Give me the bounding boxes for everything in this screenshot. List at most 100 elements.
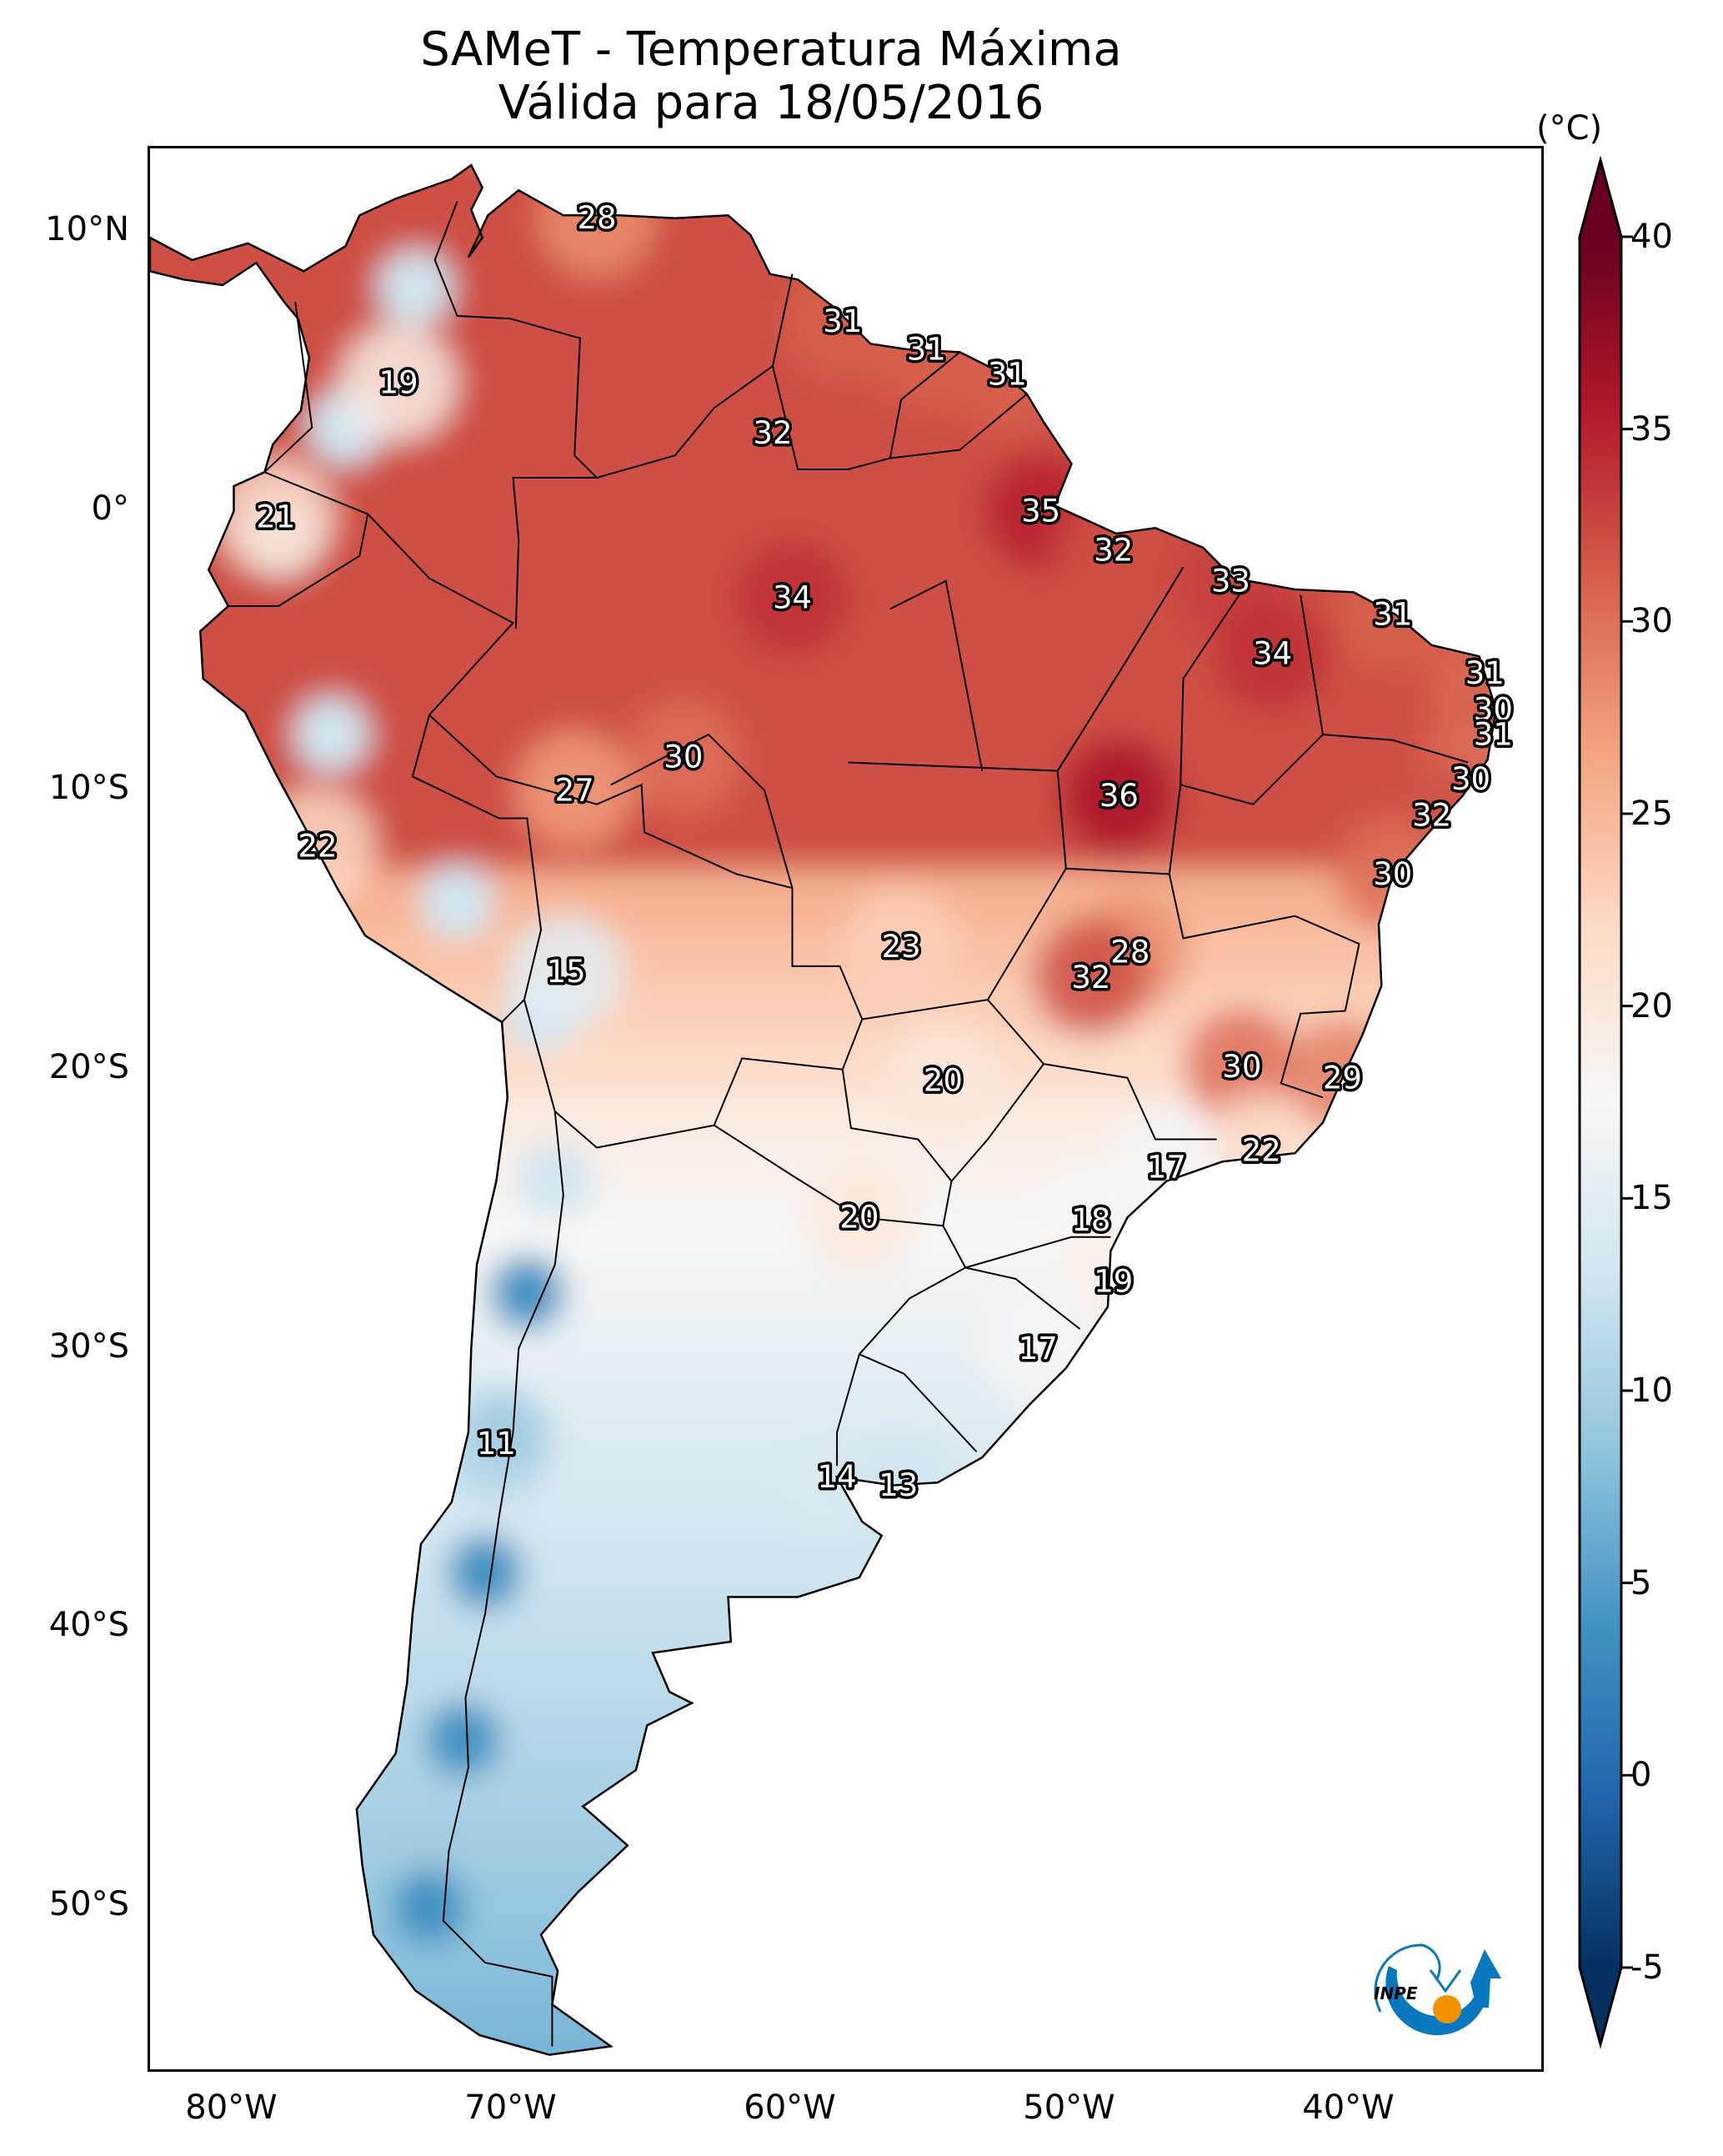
city-value-label: 22 — [1242, 1132, 1281, 1168]
city-value-label: 34 — [773, 580, 812, 616]
map-plot-area: 28 19 21 31 31 31 32 35 32 33 34 31 34 31 30 31 30 32 30 36… — [148, 146, 1544, 2072]
field-band — [150, 646, 1496, 711]
city-value-label: 33 — [1211, 563, 1250, 599]
lat-tick-label: 20°S — [48, 1047, 129, 1086]
field-blob — [489, 1255, 565, 1331]
city-value-label: 31 — [988, 357, 1027, 393]
field-blob — [448, 1534, 523, 1610]
coastline — [150, 163, 1497, 2056]
colorbar-tick-label: 5 — [1630, 1563, 1652, 1602]
border-line — [610, 733, 794, 889]
map-subtitle: Válida para 18/05/2016 — [498, 76, 1044, 130]
field-blob — [1214, 594, 1331, 712]
city-value-label: 30 — [1222, 1049, 1261, 1085]
lat-tick-label: 10°S — [48, 769, 129, 807]
city-value-label: 31 — [1465, 655, 1505, 691]
field-band — [150, 870, 1496, 935]
field-blob — [516, 732, 634, 849]
field-blob — [378, 250, 453, 326]
field-blob — [843, 888, 960, 1005]
city-value-label: 35 — [1021, 494, 1060, 529]
border-line — [523, 999, 843, 1149]
city-value-label: 31 — [907, 332, 946, 368]
lat-tick-label: 40°S — [48, 1606, 129, 1645]
logo-swirl-icon — [1385, 1966, 1490, 2036]
border-line — [986, 785, 1217, 1141]
border-line — [950, 1063, 1044, 1182]
field-blob — [425, 1702, 501, 1777]
field-blob — [293, 697, 369, 773]
city-value-label: 29 — [1323, 1060, 1362, 1096]
border-line — [889, 579, 984, 771]
colorbar-tick-label: 25 — [1630, 795, 1673, 833]
colorbar-tick-label: 20 — [1630, 986, 1673, 1025]
colorbar-extend-max — [1580, 160, 1621, 237]
city-value-label: 11 — [477, 1426, 516, 1462]
city-value-label: 13 — [879, 1467, 918, 1503]
border-line — [263, 301, 313, 474]
city-value-label: 30 — [1474, 691, 1513, 727]
border-line — [1180, 594, 1325, 805]
field-band — [150, 199, 1496, 264]
city-value-label: 23 — [882, 929, 921, 965]
border-line — [596, 273, 794, 479]
lon-tick-label: 60°W — [744, 2088, 836, 2127]
field-band — [150, 165, 1496, 208]
colorbar-gradient — [1580, 237, 1621, 1968]
logo-arrow-icon — [1470, 1949, 1501, 2008]
city-value-label: 22 — [298, 828, 337, 864]
field-band — [150, 1707, 1496, 1772]
city-value-label: 32 — [1412, 798, 1451, 834]
border-line — [428, 714, 864, 1070]
colorbar-tick-label: 30 — [1630, 602, 1673, 641]
field-blob — [508, 913, 625, 1030]
city-value-label: 28 — [577, 200, 616, 236]
border-line — [228, 471, 369, 607]
field-band — [150, 1874, 1496, 1939]
inpe-logo: INPE — [1374, 1943, 1501, 2036]
city-value-label: 32 — [1094, 533, 1133, 569]
logo-sun-icon — [1433, 1995, 1461, 2023]
field-band — [150, 1316, 1496, 1381]
lon-tick-label: 80°W — [185, 2088, 278, 2127]
city-value-label: 31 — [823, 303, 862, 339]
colorbar-tick-label: 35 — [1630, 409, 1673, 449]
border-line — [1168, 874, 1360, 1011]
city-value-label: 27 — [555, 773, 594, 809]
border-line — [1280, 1010, 1345, 1099]
field-band — [150, 758, 1496, 823]
city-value-label: 18 — [1071, 1202, 1110, 1238]
city-value-label: 31 — [1474, 717, 1513, 753]
city-value-label: 17 — [1019, 1331, 1058, 1366]
field-blob — [734, 539, 851, 656]
city-value-label: 20 — [839, 1200, 879, 1236]
lon-tick-label: 40°W — [1302, 2088, 1395, 2127]
colorbar-tick-label: -5 — [1630, 1948, 1664, 1987]
colorbar-tick-label: 10 — [1630, 1371, 1673, 1410]
lat-tick-label: 0° — [91, 489, 129, 529]
border-line — [442, 1111, 564, 2047]
border-line — [367, 513, 543, 1023]
city-value-label: 32 — [1071, 960, 1110, 995]
colorbar-extend-min — [1580, 1968, 1621, 2044]
city-value-label: 36 — [1099, 778, 1139, 814]
field-band — [150, 1651, 1496, 1716]
field-blob — [517, 1143, 593, 1219]
field-blob — [419, 864, 495, 940]
city-value-label: 34 — [1253, 635, 1292, 671]
field-blob — [884, 1022, 1002, 1140]
lat-tick-label: 10°N — [45, 210, 129, 249]
border-line — [433, 201, 599, 629]
colorbar-outline — [1578, 155, 1623, 2049]
border-line — [964, 1266, 1081, 1330]
lat-tick-label: 30°S — [48, 1326, 129, 1366]
field-blob — [714, 374, 832, 492]
border-line — [889, 393, 1028, 459]
lat-tick-label: 50°S — [48, 1885, 129, 1924]
border-line — [772, 351, 961, 470]
city-value-label: 15 — [547, 954, 586, 990]
city-value-label: 30 — [664, 739, 703, 775]
colorbar-tick-label: 15 — [1630, 1179, 1673, 1218]
